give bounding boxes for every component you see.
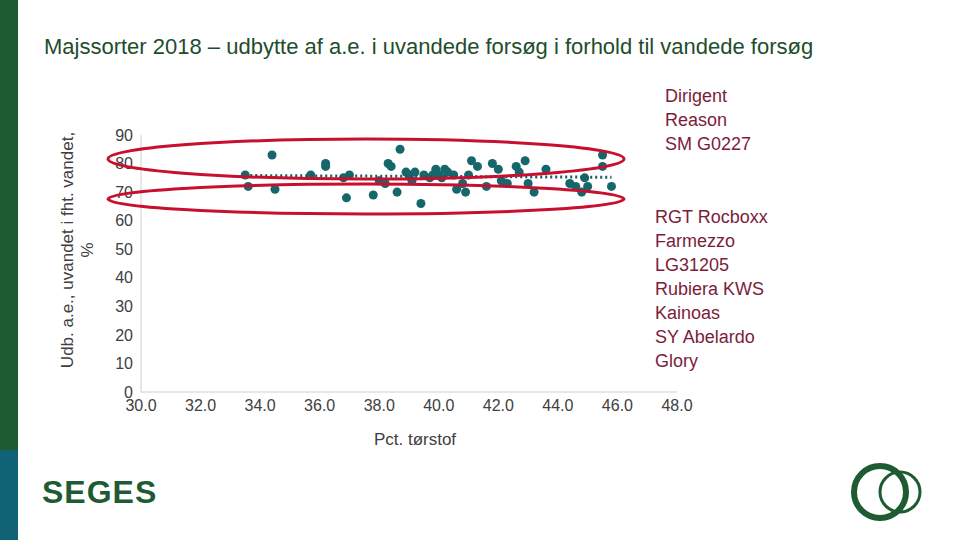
- html-text:LG31205: LG31205: [655, 255, 730, 275]
- svg-text:34.0: 34.0: [245, 397, 276, 414]
- svg-text:40.0: 40.0: [423, 397, 454, 414]
- svg-text:90: 90: [115, 127, 133, 144]
- svg-text:0: 0: [124, 384, 133, 401]
- html-text:Farmezzo: Farmezzo: [655, 231, 735, 251]
- svg-text:10: 10: [115, 355, 133, 372]
- html-text:Majssorter 2018 – udbytte af a: Majssorter 2018 – udbytte af a.e. i uvan…: [44, 34, 814, 59]
- svg-text:50: 50: [115, 241, 133, 258]
- svg-text:20: 20: [115, 327, 133, 344]
- html-text:RGT Rocboxx: RGT Rocboxx: [655, 207, 768, 227]
- html-text:Reason: Reason: [665, 110, 727, 130]
- html-text:SM G0227: SM G0227: [665, 134, 751, 154]
- svg-text:30: 30: [115, 298, 133, 315]
- svg-text:70: 70: [115, 184, 133, 201]
- html-text:Pct. tørstof: Pct. tørstof: [373, 430, 457, 449]
- svg-text:44.0: 44.0: [542, 397, 573, 414]
- svg-text:30.0: 30.0: [125, 397, 157, 415]
- html-text:Udb. a.e., uvandet i fht. vand: Udb. a.e., uvandet i fht. vandet, %: [58, 131, 97, 369]
- svg-text:60: 60: [115, 212, 133, 229]
- svg-text:32.0: 32.0: [185, 397, 216, 414]
- html-text:Glory: Glory: [655, 351, 698, 371]
- html-text:Kainoas: Kainoas: [655, 303, 721, 323]
- html-text:SY Abelardo: SY Abelardo: [655, 327, 755, 347]
- svg-text:46.0: 46.0: [602, 397, 633, 414]
- svg-text:38.0: 38.0: [364, 397, 395, 414]
- html-text:Dirigent: Dirigent: [665, 86, 727, 106]
- svg-text:42.0: 42.0: [483, 397, 514, 414]
- svg-text:48.0: 48.0: [661, 397, 692, 414]
- svg-text:80: 80: [115, 155, 133, 172]
- html-text:SEGES: SEGES: [42, 474, 158, 510]
- html-text:Rubiera KWS: Rubiera KWS: [655, 279, 764, 299]
- svg-text:40: 40: [115, 269, 133, 286]
- svg-text:36.0: 36.0: [304, 397, 335, 414]
